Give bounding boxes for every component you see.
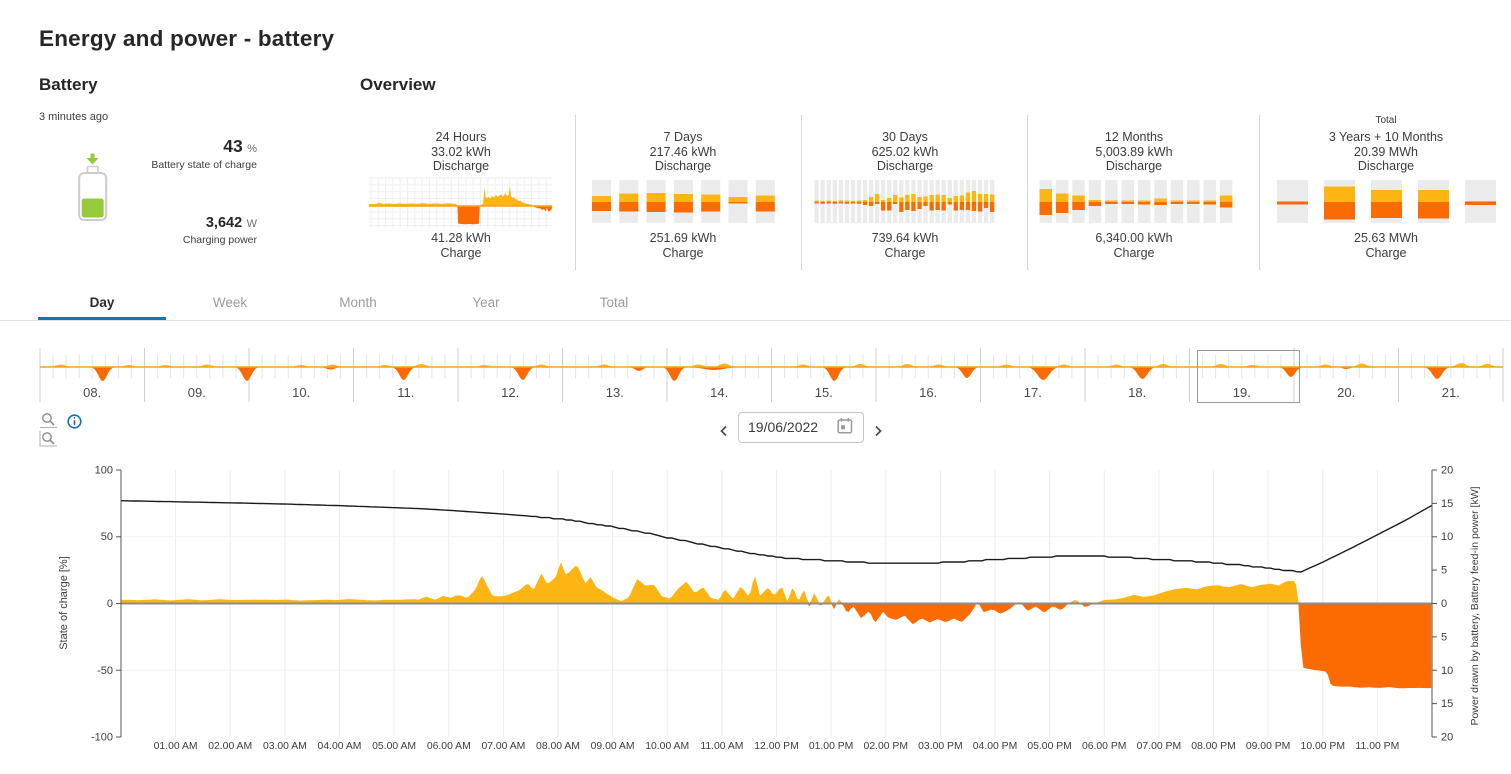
svg-text:06.00 AM: 06.00 AM xyxy=(427,741,471,752)
svg-text:02.00 PM: 02.00 PM xyxy=(864,741,908,752)
svg-text:02.00 AM: 02.00 AM xyxy=(208,741,252,752)
svg-text:10.00 PM: 10.00 PM xyxy=(1301,741,1345,752)
svg-text:11.00 PM: 11.00 PM xyxy=(1356,741,1400,752)
svg-text:21.: 21. xyxy=(1442,385,1460,400)
svg-text:12.00 PM: 12.00 PM xyxy=(754,741,798,752)
svg-text:10.00 AM: 10.00 AM xyxy=(645,741,689,752)
svg-text:05.00 PM: 05.00 PM xyxy=(1027,741,1071,752)
svg-text:19.: 19. xyxy=(1233,385,1251,400)
svg-text:08.: 08. xyxy=(83,385,101,400)
svg-text:0: 0 xyxy=(107,598,113,610)
svg-text:State of charge [%]: State of charge [%] xyxy=(58,556,70,650)
svg-text:07.00 AM: 07.00 AM xyxy=(481,741,525,752)
svg-text:05.00 AM: 05.00 AM xyxy=(372,741,416,752)
svg-text:01.00 AM: 01.00 AM xyxy=(154,741,198,752)
svg-text:10: 10 xyxy=(1441,665,1453,677)
svg-text:10.: 10. xyxy=(292,385,310,400)
svg-text:5: 5 xyxy=(1441,565,1447,577)
svg-text:0: 0 xyxy=(1441,598,1447,610)
svg-text:-50: -50 xyxy=(97,665,113,677)
svg-text:13.: 13. xyxy=(606,385,624,400)
svg-text:50: 50 xyxy=(101,531,113,543)
svg-text:08.00 AM: 08.00 AM xyxy=(536,741,580,752)
svg-text:07.00 PM: 07.00 PM xyxy=(1137,741,1181,752)
svg-text:5: 5 xyxy=(1441,631,1447,643)
svg-text:12.: 12. xyxy=(501,385,519,400)
svg-text:15: 15 xyxy=(1441,698,1453,710)
svg-text:14.: 14. xyxy=(710,385,728,400)
svg-text:-100: -100 xyxy=(91,732,113,744)
svg-text:15: 15 xyxy=(1441,498,1453,510)
svg-text:04.00 AM: 04.00 AM xyxy=(318,741,362,752)
svg-text:10: 10 xyxy=(1441,531,1453,543)
svg-text:20: 20 xyxy=(1441,465,1453,477)
svg-text:20: 20 xyxy=(1441,732,1453,744)
svg-text:11.00 AM: 11.00 AM xyxy=(700,741,743,752)
svg-text:01.00 PM: 01.00 PM xyxy=(809,741,853,752)
svg-text:08.00 PM: 08.00 PM xyxy=(1191,741,1235,752)
svg-text:100: 100 xyxy=(95,465,113,477)
svg-text:11.: 11. xyxy=(397,385,414,400)
svg-text:09.00 AM: 09.00 AM xyxy=(591,741,635,752)
svg-text:06.00 PM: 06.00 PM xyxy=(1082,741,1126,752)
svg-text:03.00 PM: 03.00 PM xyxy=(918,741,962,752)
svg-text:15.: 15. xyxy=(815,385,833,400)
svg-text:20.: 20. xyxy=(1337,385,1355,400)
svg-text:18.: 18. xyxy=(1128,385,1146,400)
svg-text:04.00 PM: 04.00 PM xyxy=(973,741,1017,752)
svg-text:Power drawn by battery, Batter: Power drawn by battery, Battery feed-in … xyxy=(1469,486,1481,725)
svg-text:03.00 AM: 03.00 AM xyxy=(263,741,307,752)
svg-text:16.: 16. xyxy=(919,385,937,400)
svg-text:09.: 09. xyxy=(188,385,206,400)
svg-text:09.00 PM: 09.00 PM xyxy=(1246,741,1290,752)
svg-text:17.: 17. xyxy=(1024,385,1042,400)
